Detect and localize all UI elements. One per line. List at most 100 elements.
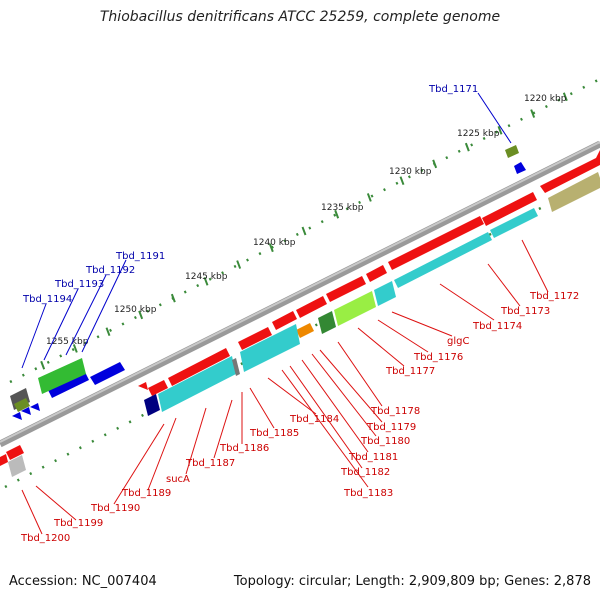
label-tbd-1200[interactable]: Tbd_1200 — [20, 533, 70, 544]
leader-line — [319, 349, 383, 423]
gene-tbd-1176-green[interactable] — [334, 291, 376, 326]
label-tbd-1180[interactable]: Tbd_1180 — [360, 436, 410, 447]
gene-tbd-1190[interactable] — [138, 382, 148, 390]
leader-line — [357, 327, 405, 367]
scale-label: 1250 kbp — [114, 305, 157, 315]
leader-line — [289, 365, 363, 469]
label-tbd-1182[interactable]: Tbd_1182 — [340, 467, 390, 478]
gene-tbd-1174[interactable] — [388, 216, 484, 270]
scale-tick — [236, 260, 242, 269]
reverse-labels: Tbd_1172 Tbd_1173 Tbd_1174 glgC Tbd_1176… — [20, 291, 579, 544]
leader-line — [81, 259, 127, 353]
leader-line — [35, 485, 77, 521]
forward-genes — [10, 145, 526, 420]
gene-tbd-1172[interactable] — [540, 150, 600, 193]
leader-line — [311, 353, 377, 437]
scale-tick — [40, 360, 46, 370]
scale-tick — [301, 226, 307, 236]
label-tbd-1178[interactable]: Tbd_1178 — [370, 406, 420, 417]
gene-tbd-1199-gray[interactable] — [8, 455, 26, 477]
label-tbd-1171[interactable]: Tbd_1171 — [428, 84, 478, 95]
label-tbd-1199[interactable]: Tbd_1199 — [53, 518, 103, 529]
label-tbd-1187[interactable]: Tbd_1187 — [185, 458, 235, 469]
backbone-highlight — [0, 141, 600, 443]
label-tbd-1193[interactable]: Tbd_1193 — [54, 279, 104, 290]
gene-glgc[interactable] — [366, 265, 387, 282]
cyan-gene-1174[interactable] — [394, 232, 492, 288]
gene-tbd-1189[interactable] — [148, 380, 168, 396]
map-title: Thiobacillus denitrificans ATCC 25259, c… — [99, 9, 501, 25]
gene-tbd-1179-orange[interactable] — [296, 323, 314, 338]
label-tbd-1185[interactable]: Tbd_1185 — [249, 428, 299, 439]
gene-tbd-1183[interactable] — [238, 327, 272, 350]
label-tbd-1186[interactable]: Tbd_1186 — [219, 443, 269, 454]
label-tbd-1179[interactable]: Tbd_1179 — [366, 422, 416, 433]
gene-tbd-1194-small[interactable] — [14, 398, 30, 412]
cyan-gene-1173[interactable] — [490, 208, 538, 238]
leader-line — [21, 489, 43, 535]
reverse-genes-cyan — [8, 172, 600, 477]
leader-line — [337, 341, 383, 407]
gene-tbd-1184[interactable] — [168, 348, 230, 386]
reverse-label-lines — [21, 239, 549, 535]
label-tbd-1191[interactable]: Tbd_1191 — [115, 251, 165, 262]
gene-tbd-1177[interactable] — [296, 296, 327, 318]
label-suca[interactable]: sucA — [166, 474, 190, 485]
scale-tick — [334, 209, 340, 219]
label-glgc[interactable]: glgC — [447, 336, 469, 347]
leader-line — [477, 92, 512, 144]
cyan-gene-1187[interactable] — [158, 356, 236, 412]
label-tbd-1189[interactable]: Tbd_1189 — [121, 488, 171, 499]
leader-line — [301, 359, 369, 453]
leader-line — [43, 288, 79, 361]
scale-tick — [203, 276, 209, 286]
gene-tbd-1176[interactable] — [326, 276, 366, 302]
leader-line — [487, 263, 521, 307]
label-tbd-1173[interactable]: Tbd_1173 — [500, 306, 550, 317]
gene-small-blue-1[interactable] — [12, 412, 22, 420]
gene-tbd-1177-green[interactable] — [318, 311, 336, 334]
gene-tbd-1186-gray[interactable] — [232, 358, 240, 376]
gene-suca-navy[interactable] — [144, 394, 160, 416]
genome-backbone — [0, 140, 600, 448]
label-tbd-1183[interactable]: Tbd_1183 — [343, 488, 393, 499]
leader-line — [185, 407, 207, 475]
gene-small-blue-3[interactable] — [30, 403, 40, 411]
leader-line — [249, 387, 275, 429]
label-tbd-1184[interactable]: Tbd_1184 — [289, 414, 339, 425]
cyan-gene-glgc[interactable] — [374, 281, 396, 306]
scale-tick — [464, 142, 470, 152]
backbone-line — [0, 140, 600, 448]
leader-line — [65, 274, 107, 356]
label-tbd-1181[interactable]: Tbd_1181 — [348, 452, 398, 463]
leader-line — [281, 369, 369, 488]
label-tbd-1190[interactable]: Tbd_1190 — [90, 503, 140, 514]
gene-tbd-1199[interactable] — [6, 445, 24, 460]
label-tbd-1177[interactable]: Tbd_1177 — [385, 366, 435, 377]
label-tbd-1176[interactable]: Tbd_1176 — [413, 352, 463, 363]
scale-tick — [105, 327, 111, 337]
genome-summary-text: Topology: circular; Length: 2,909,809 bp… — [233, 574, 591, 589]
scale-tick — [562, 92, 568, 102]
gene-tbd-1178[interactable] — [272, 311, 297, 330]
scale-tick — [138, 310, 144, 320]
gene-tbd-1193[interactable] — [38, 358, 86, 394]
leader-line — [521, 239, 549, 293]
gene-tbd-1173[interactable] — [482, 192, 537, 226]
label-tbd-1192[interactable]: Tbd_1192 — [85, 265, 135, 276]
label-tbd-1194[interactable]: Tbd_1194 — [22, 294, 72, 305]
accession-text: Accession: NC_007404 — [9, 574, 157, 589]
forward-label-lines — [21, 92, 512, 369]
gene-small-blue-2[interactable] — [21, 407, 31, 415]
gene-tbd-1171[interactable] — [505, 145, 519, 158]
scale-tick — [497, 125, 503, 135]
cyan-gene-1172[interactable] — [548, 172, 600, 212]
label-tbd-1174[interactable]: Tbd_1174 — [472, 321, 522, 332]
label-tbd-1172[interactable]: Tbd_1172 — [529, 291, 579, 302]
gene-tbd-1192[interactable] — [48, 372, 89, 398]
gene-tbd-1191[interactable] — [90, 362, 125, 385]
gene-tbd-1200[interactable] — [0, 454, 8, 466]
cyan-gene-1185[interactable] — [240, 324, 300, 372]
gene-tbd-1171-blue[interactable] — [514, 162, 526, 174]
